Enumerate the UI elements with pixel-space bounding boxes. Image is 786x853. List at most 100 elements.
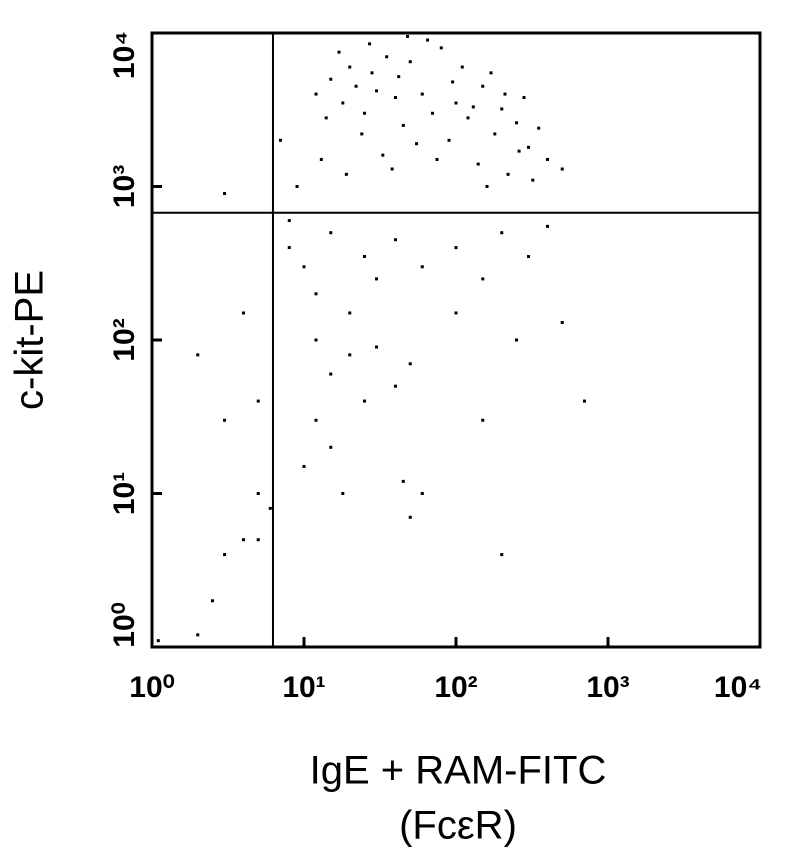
event-dot [466,116,470,120]
x-tick-label: 10³ [586,671,629,704]
event-dot [481,277,485,281]
event-dot [242,311,246,315]
x-axis-label: IgE + RAM-FITC [310,749,607,793]
event-dot [362,399,366,403]
event-dot [324,116,328,120]
event-dot [560,167,564,171]
event-dot [375,277,379,281]
x-tick-label: 10¹ [282,671,325,704]
event-dot [454,246,458,250]
x-axis-label-sub: (FcεR) [399,804,517,848]
event-dot [401,479,405,483]
y-axis-label: c-kit-PE [8,270,52,410]
event-dot [517,149,521,153]
event-dot [394,384,398,388]
y-tick-label: 10¹ [108,472,141,515]
x-tick-label: 10² [434,671,477,704]
y-tick-label: 10⁰ [108,602,141,647]
event-dot [341,492,345,495]
event-dot [381,153,385,157]
event-dot [406,34,410,38]
event-dot [506,172,510,176]
event-dot [503,92,507,96]
event-dot [420,492,424,495]
event-dot [493,132,497,136]
y-tick-label: 10⁴ [108,31,141,79]
event-dot [408,515,412,519]
event-dot [295,185,299,188]
event-dot [408,362,412,366]
event-dot [527,254,531,258]
event-dot [362,254,366,258]
event-dot [408,60,412,64]
event-dot [415,142,419,146]
event-dot [287,246,291,250]
event-dot [329,77,333,81]
event-dot [454,101,458,105]
event-dot [582,399,586,403]
event-dot [287,219,291,223]
y-tick-label: 10³ [108,165,141,208]
event-dot [430,111,434,115]
event-dot [370,71,374,75]
event-dot [302,265,306,269]
event-dot [485,185,489,188]
event-dot [435,157,439,161]
event-dot [537,126,541,130]
event-dot [242,538,246,542]
event-dot [481,84,485,88]
event-dot [489,71,493,75]
x-tick-label: 10⁰ [129,671,174,704]
x-tick-label: 10⁴ [714,671,762,704]
event-dot [256,399,260,403]
event-dot [560,321,564,325]
event-dot [522,96,526,100]
event-dot [268,506,272,510]
event-dot [348,65,352,69]
event-dot [329,372,333,376]
event-dot [420,92,424,96]
event-dot [476,162,480,166]
event-dot [314,92,318,96]
y-tick-label: 10² [108,318,141,361]
event-dot [314,338,318,342]
event-dot [394,96,398,100]
event-dot [420,265,424,269]
event-dot [196,633,200,637]
plot-frame [150,31,762,649]
event-dot [337,50,341,54]
event-dot [500,107,504,111]
event-dot [360,132,364,136]
event-dot [329,445,333,449]
event-dot [329,231,333,235]
event-dot [390,167,394,171]
event-dot [278,138,282,142]
event-dot [156,639,160,643]
event-dot [210,599,214,603]
event-dot [514,121,518,125]
event-dot [397,75,401,79]
event-dot [546,157,550,161]
event-dot [223,192,227,196]
event-dot [368,42,372,46]
event-dot [256,492,260,495]
event-dot [426,38,430,42]
event-dot [348,311,352,315]
event-dot [481,418,485,422]
event-dot [354,84,358,88]
event-dot [302,464,306,468]
event-dot [375,345,379,349]
event-dot [401,123,405,127]
event-dot [447,138,451,142]
event-dot [460,65,464,69]
event-dot [527,145,531,149]
event-dot [362,111,366,115]
event-dot [344,172,348,176]
event-dot [348,353,352,357]
event-dot [471,105,475,109]
event-dot [223,418,227,422]
event-dot [531,178,535,182]
event-dot [454,311,458,315]
event-dot [196,353,200,357]
